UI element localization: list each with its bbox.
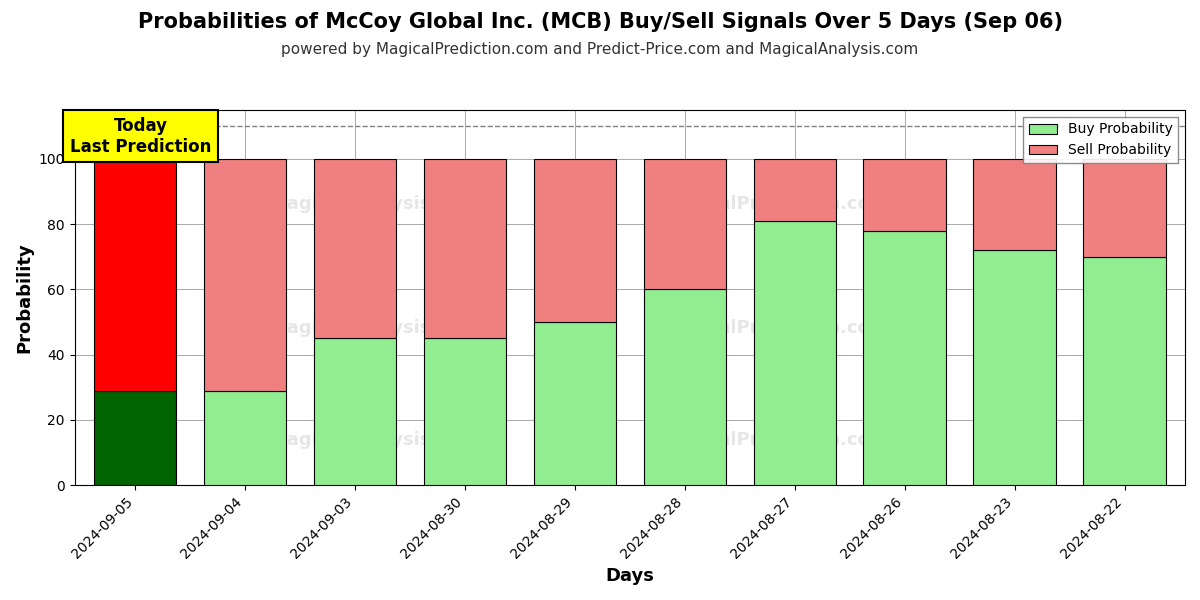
Legend: Buy Probability, Sell Probability: Buy Probability, Sell Probability: [1024, 117, 1178, 163]
Bar: [94, 391, 176, 485]
Bar: [754, 159, 836, 221]
Text: MagicalPrediction.com: MagicalPrediction.com: [660, 195, 889, 213]
Bar: [643, 159, 726, 289]
Text: MagicalPrediction.com: MagicalPrediction.com: [660, 431, 889, 449]
Text: Probabilities of McCoy Global Inc. (MCB) Buy/Sell Signals Over 5 Days (Sep 06): Probabilities of McCoy Global Inc. (MCB)…: [138, 12, 1062, 32]
Bar: [973, 250, 1056, 485]
Bar: [864, 159, 946, 231]
Bar: [424, 338, 506, 485]
Bar: [534, 322, 616, 485]
Bar: [94, 159, 176, 391]
Bar: [313, 338, 396, 485]
X-axis label: Days: Days: [605, 567, 654, 585]
Bar: [643, 289, 726, 485]
Text: MagicalPrediction.com: MagicalPrediction.com: [660, 319, 889, 337]
Text: Today
Last Prediction: Today Last Prediction: [70, 117, 211, 155]
Text: powered by MagicalPrediction.com and Predict-Price.com and MagicalAnalysis.com: powered by MagicalPrediction.com and Pre…: [281, 42, 919, 57]
Bar: [313, 159, 396, 338]
Bar: [864, 231, 946, 485]
Bar: [1084, 257, 1165, 485]
Bar: [973, 159, 1056, 250]
Bar: [754, 221, 836, 485]
Bar: [534, 159, 616, 322]
Y-axis label: Probability: Probability: [16, 242, 34, 353]
Bar: [1084, 159, 1165, 257]
Text: MagicalAnalysis.com: MagicalAnalysis.com: [270, 195, 479, 213]
Bar: [204, 159, 287, 391]
Text: MagicalAnalysis.com: MagicalAnalysis.com: [270, 431, 479, 449]
Bar: [424, 159, 506, 338]
Text: MagicalAnalysis.com: MagicalAnalysis.com: [270, 319, 479, 337]
Bar: [204, 391, 287, 485]
